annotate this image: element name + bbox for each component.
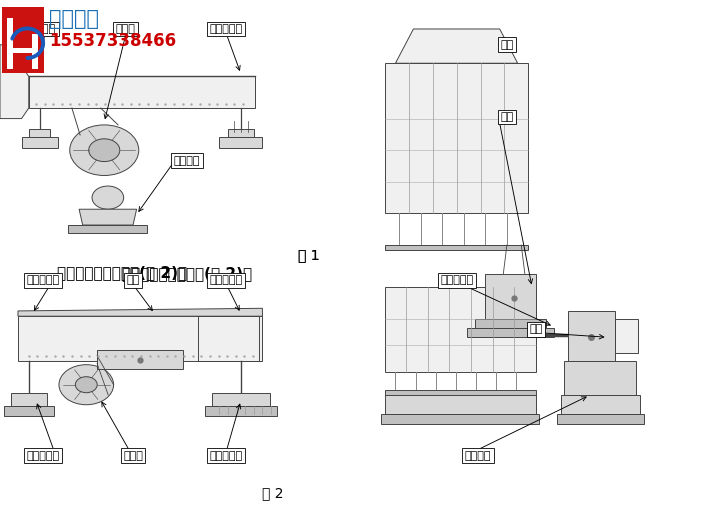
Text: 图 1: 图 1 bbox=[298, 249, 320, 262]
FancyBboxPatch shape bbox=[68, 225, 147, 233]
Polygon shape bbox=[18, 308, 262, 316]
Polygon shape bbox=[395, 29, 518, 63]
FancyBboxPatch shape bbox=[13, 48, 38, 53]
FancyBboxPatch shape bbox=[568, 311, 615, 361]
Text: 图 2: 图 2 bbox=[262, 486, 284, 500]
Text: 鹏殿机械: 鹏殿机械 bbox=[49, 9, 99, 30]
FancyBboxPatch shape bbox=[385, 390, 536, 395]
Text: 电机底座: 电机底座 bbox=[174, 156, 200, 165]
Text: 后弹簧支承: 后弹簧支承 bbox=[210, 276, 243, 285]
FancyBboxPatch shape bbox=[205, 406, 277, 416]
Polygon shape bbox=[0, 45, 29, 119]
FancyBboxPatch shape bbox=[18, 316, 262, 361]
Text: 前弹簧支承: 前弹簧支承 bbox=[27, 276, 60, 285]
FancyBboxPatch shape bbox=[564, 361, 636, 395]
Text: 激振器: 激振器 bbox=[116, 24, 136, 34]
FancyBboxPatch shape bbox=[32, 34, 38, 69]
FancyBboxPatch shape bbox=[212, 393, 270, 406]
Circle shape bbox=[88, 139, 120, 162]
FancyBboxPatch shape bbox=[485, 274, 536, 319]
FancyBboxPatch shape bbox=[385, 287, 536, 372]
FancyBboxPatch shape bbox=[475, 319, 546, 328]
FancyBboxPatch shape bbox=[561, 395, 640, 414]
Text: 图 1: 图 1 bbox=[298, 249, 320, 262]
FancyBboxPatch shape bbox=[385, 245, 528, 250]
Circle shape bbox=[92, 186, 124, 209]
Text: 电机: 电机 bbox=[500, 112, 513, 122]
Text: 前弹簧支腿: 前弹簧支腿 bbox=[27, 451, 60, 461]
FancyBboxPatch shape bbox=[11, 393, 47, 406]
FancyBboxPatch shape bbox=[381, 414, 539, 424]
Circle shape bbox=[75, 377, 97, 393]
FancyBboxPatch shape bbox=[219, 137, 262, 148]
Text: 激振器: 激振器 bbox=[123, 451, 143, 461]
Text: 后弹簧支承: 后弹簧支承 bbox=[210, 24, 243, 34]
FancyBboxPatch shape bbox=[97, 350, 183, 369]
FancyBboxPatch shape bbox=[29, 76, 255, 108]
Text: 15537338466: 15537338466 bbox=[49, 32, 176, 50]
FancyBboxPatch shape bbox=[385, 395, 536, 414]
Circle shape bbox=[59, 365, 114, 405]
Text: 改进后的振动给料机(图 2)。: 改进后的振动给料机(图 2)。 bbox=[122, 267, 252, 281]
FancyBboxPatch shape bbox=[467, 328, 554, 337]
FancyBboxPatch shape bbox=[29, 129, 50, 137]
FancyBboxPatch shape bbox=[385, 63, 528, 213]
FancyBboxPatch shape bbox=[7, 18, 13, 69]
FancyBboxPatch shape bbox=[615, 319, 638, 353]
FancyBboxPatch shape bbox=[4, 406, 54, 416]
Text: 前弹簧支承: 前弹簧支承 bbox=[23, 24, 56, 34]
Text: 皮带: 皮带 bbox=[500, 40, 513, 50]
FancyBboxPatch shape bbox=[22, 137, 58, 148]
Text: 电机底座: 电机底座 bbox=[465, 451, 491, 461]
Polygon shape bbox=[79, 209, 137, 225]
Circle shape bbox=[70, 125, 139, 175]
Text: 改进后的振动给料机(图 2)。: 改进后的振动给料机(图 2)。 bbox=[58, 266, 187, 280]
Text: 机架: 机架 bbox=[127, 276, 139, 285]
Text: 万向联轴器: 万向联轴器 bbox=[440, 276, 473, 285]
FancyBboxPatch shape bbox=[557, 414, 644, 424]
Text: 电机: 电机 bbox=[529, 325, 542, 334]
FancyBboxPatch shape bbox=[228, 129, 254, 137]
Text: 后弹簧支腿: 后弹簧支腿 bbox=[210, 451, 243, 461]
FancyBboxPatch shape bbox=[2, 7, 44, 73]
